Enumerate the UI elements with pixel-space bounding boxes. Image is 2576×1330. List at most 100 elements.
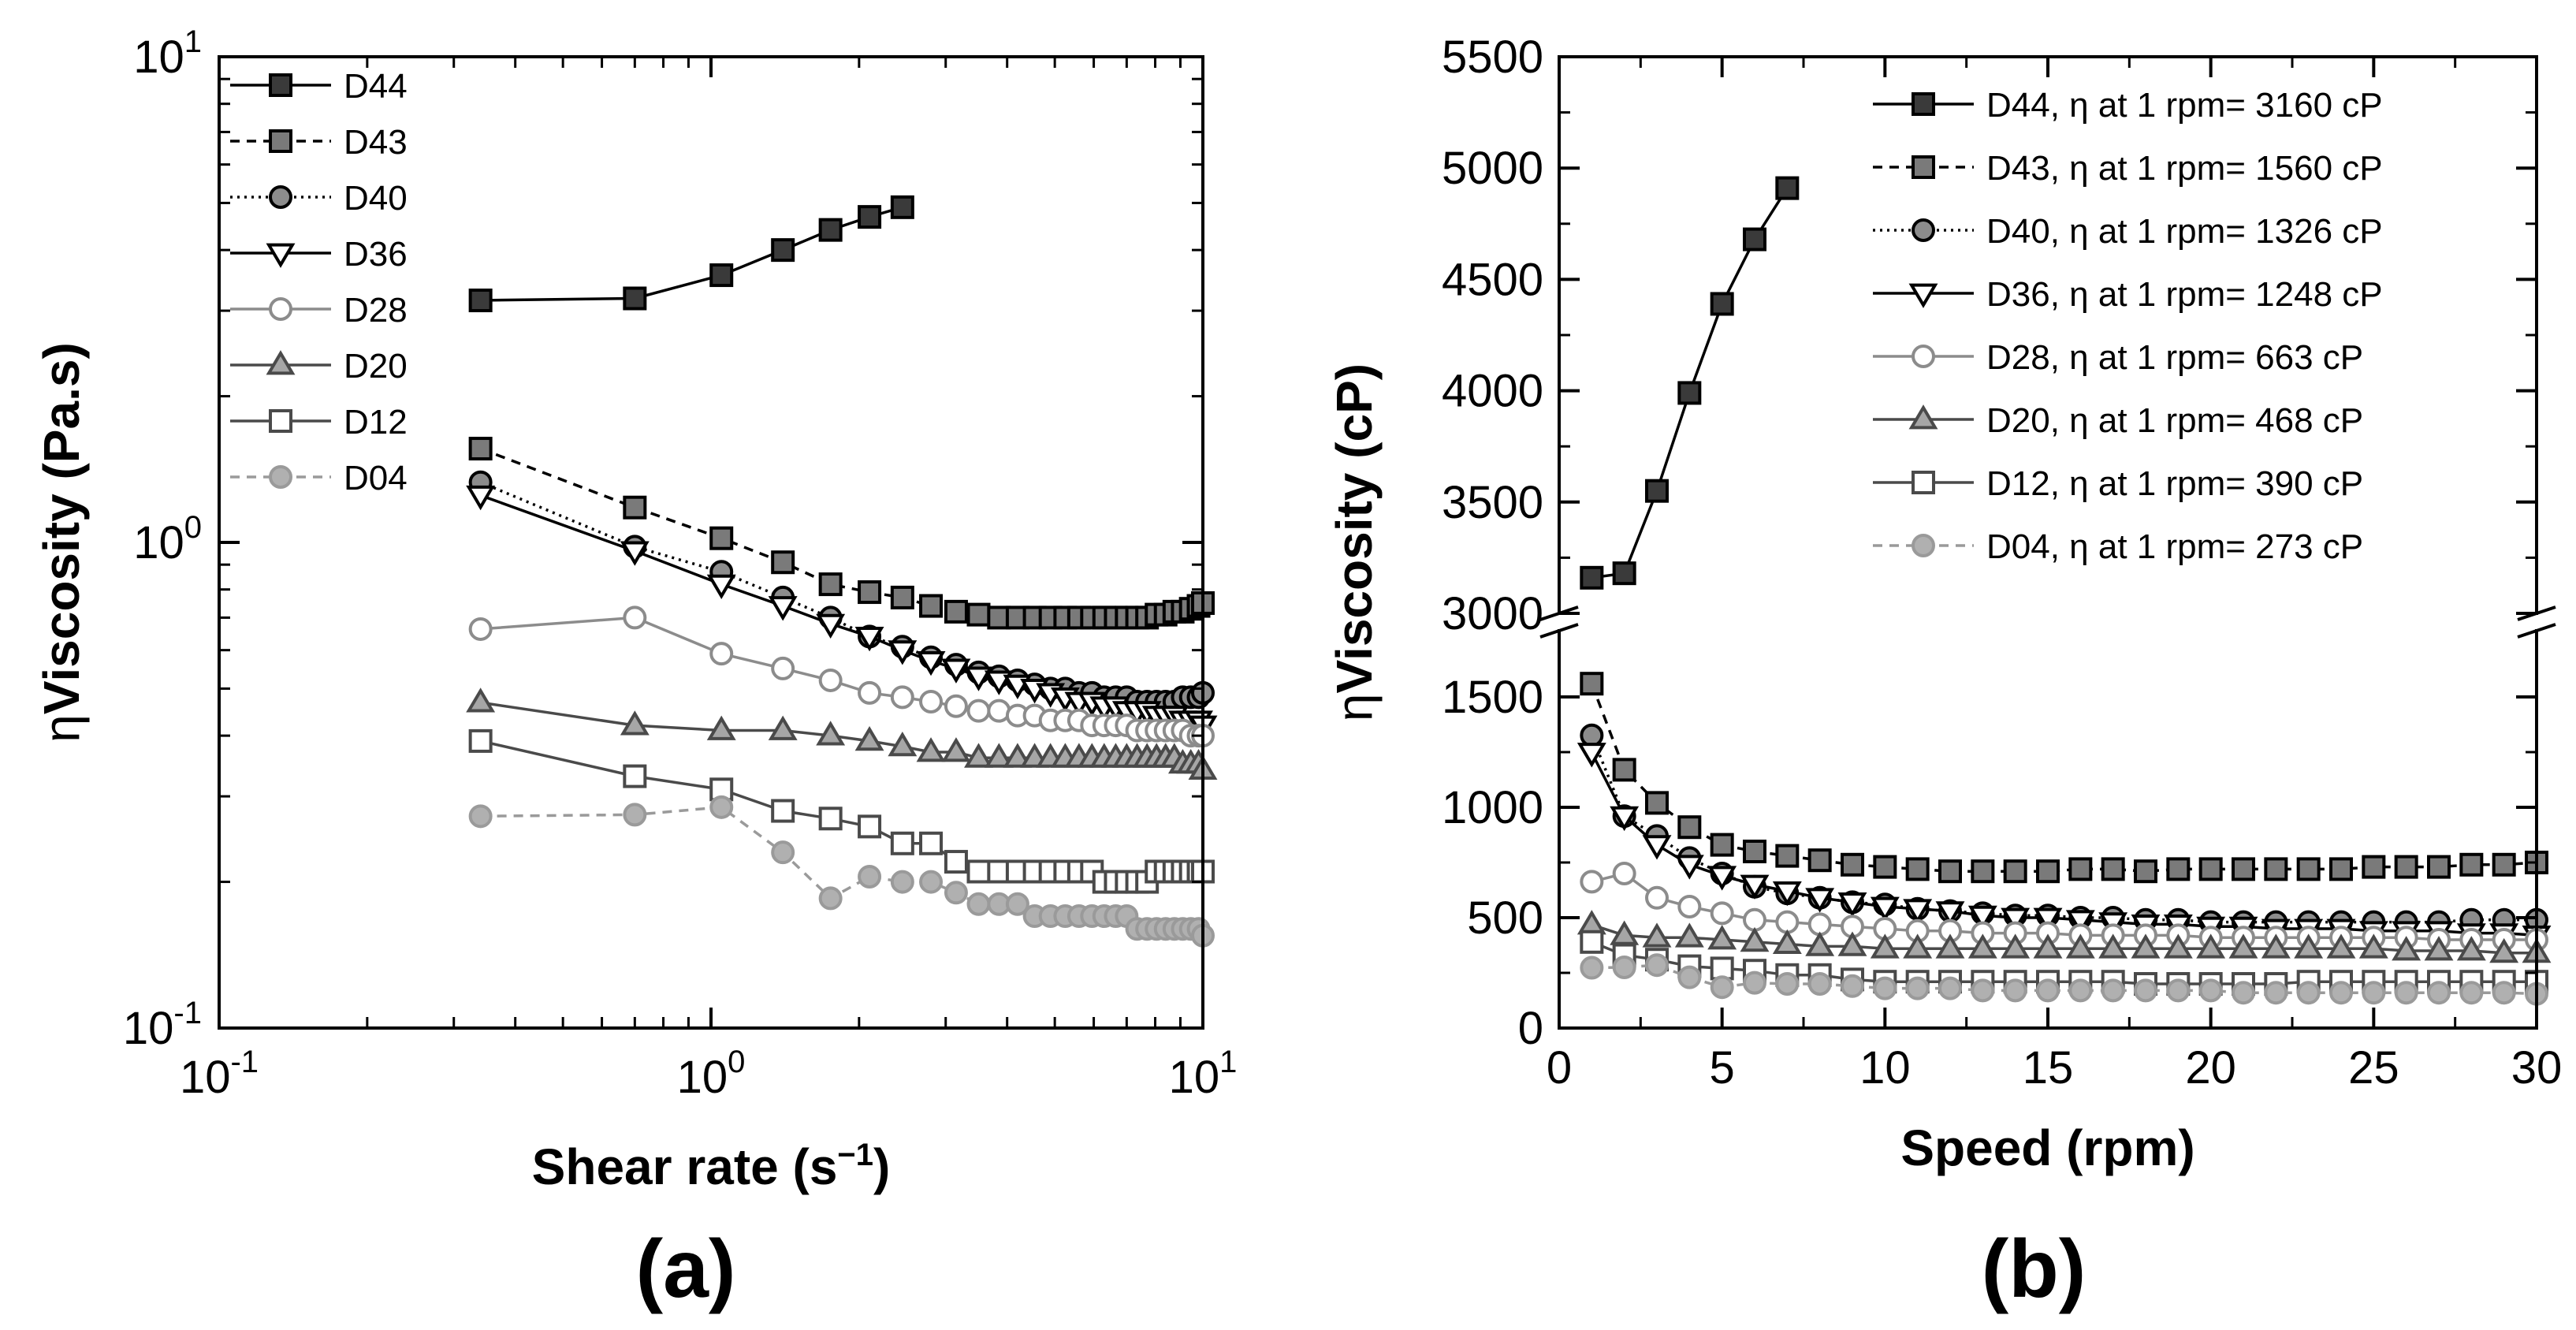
panel-b-point-d04 [2427, 981, 2451, 1005]
panel-b-point-d28 [1775, 910, 1800, 934]
panel-a-legend-entry-d20: D20 [230, 347, 408, 386]
panel-b-point-d04 [2232, 981, 2255, 1005]
panel-a-point-d28 [890, 685, 914, 710]
panel-b-point-d04 [1905, 976, 1930, 1000]
panel-b-point-d20 [2001, 933, 2031, 959]
panel-b-y-tick-label: 4000 [1442, 366, 1543, 417]
panel-b-legend-entry-d36: D36, η at 1 rpm= 1248 cP [1873, 275, 2383, 314]
panel-a-point-d36 [816, 613, 846, 639]
panel-a-point-d28 [944, 694, 968, 718]
panel-a-y-tick-label: 100 [133, 510, 202, 568]
panel-a-point-d43 [468, 437, 493, 461]
panel-b-legend-label: D43, η at 1 rpm= 1560 cP [1986, 149, 2383, 188]
panel-b-point-d43 [1612, 758, 1636, 782]
panel-b-point-d04 [1807, 972, 1832, 996]
panel-b-point-d04 [1841, 974, 1864, 998]
panel-b-point-d20 [2131, 933, 2161, 959]
legend-marker-sample [269, 465, 292, 489]
panel-b-point-d40 [1580, 723, 1604, 747]
panel-b-point-d04 [2003, 978, 2027, 1003]
panel-a-point-d04 [1005, 892, 1029, 916]
panel-a-point-d12 [623, 764, 647, 788]
panel-b-point-d20 [2196, 933, 2226, 959]
panel-a-series-d36 [466, 485, 1218, 740]
panel-b-point-d20 [2358, 933, 2388, 959]
panel-b-point-d20 [2489, 937, 2519, 963]
panel-a-point-d36 [768, 596, 798, 621]
panel-a-point-d43 [919, 594, 944, 618]
panel-b-point-d04 [1971, 978, 1995, 1003]
panel-b-point-d20 [1707, 925, 1737, 950]
panel-b-point-d43 [2329, 857, 2353, 881]
panel-a-point-d04 [771, 840, 795, 865]
panel-b-point-d04 [1938, 976, 1962, 1000]
panel-a-point-d28 [468, 617, 493, 641]
panel-b-point-d20 [1576, 910, 1606, 935]
panel-a-point-d36 [620, 541, 650, 566]
panel-b-point-d04 [1710, 975, 1734, 1000]
panel-b-point-d43 [2296, 857, 2321, 881]
panel-b-x-tick-label: 5 [1710, 1042, 1735, 1093]
panel-b-legend-entry-d40: D40, η at 1 rpm= 1326 cP [1873, 212, 2383, 251]
panel-a-point-d36 [854, 626, 884, 652]
panel-b-point-d04 [2296, 981, 2321, 1005]
panel-a-point-d43 [771, 550, 795, 575]
panel-a-point-d04 [919, 870, 944, 894]
panel-a-point-d04 [944, 881, 968, 905]
panel-a-y-tick-label: 10-1 [123, 996, 202, 1054]
panel-a-series-d43 [468, 437, 1215, 630]
panel-a-legend-entry-d36: D36 [230, 235, 408, 274]
panel-b-point-d20 [2228, 933, 2258, 959]
panel-b-point-d36 [1740, 874, 1770, 900]
panel-a-point-d43 [890, 585, 914, 609]
panel-b-point-d04 [1775, 972, 1800, 996]
panel-b-point-d20 [1903, 933, 1933, 959]
panel-b-point-d20 [1642, 922, 1672, 948]
panel-a-point-d36 [706, 574, 736, 599]
panel-b-y-tick-label: 500 [1467, 892, 1543, 944]
panel-b-point-d04 [1580, 956, 1604, 980]
panel-a-point-d20 [984, 743, 1014, 768]
panel-a-point-d44 [468, 289, 493, 313]
panel-b-x-tick-label: 20 [2185, 1042, 2236, 1093]
panel-b-point-d36 [1903, 899, 1933, 924]
panel-a-legend-entry-d12: D12 [230, 403, 408, 441]
panel-b-ticks: 0 5 10 15 20 25 30 0 500 1000 1500 3000 3500 4000 4500… [1442, 32, 2562, 1093]
axis-break-mark [2517, 623, 2556, 639]
panel-b-point-d20 [1674, 922, 1704, 948]
panel-a-point-d43 [623, 495, 647, 520]
panel-a-point-d20 [916, 737, 946, 762]
panel-b-legend-label: D20, η at 1 rpm= 468 cP [1986, 401, 2363, 440]
panel-b-point-d36 [1707, 866, 1737, 891]
panel-a-legend-label: D44 [344, 67, 408, 106]
panel-b-point-d12 [1580, 930, 1604, 954]
panel-b-legend-label: D40, η at 1 rpm= 1326 cP [1986, 212, 2383, 251]
panel-b-point-d28 [1743, 907, 1766, 932]
panel-b-point-d28 [1612, 862, 1636, 885]
panel-b-y-tick-label: 1000 [1442, 782, 1543, 833]
panel-a-point-d43 [966, 602, 991, 627]
legend-marker-sample [266, 243, 296, 268]
panel-b-point-d04 [2101, 978, 2125, 1003]
panel-a-point-d28 [966, 699, 991, 723]
legend-marker-sample [266, 350, 296, 375]
legend-marker-sample [1908, 283, 1938, 308]
panel-b-y-tick-label: 5000 [1442, 143, 1543, 194]
panel-b-point-d20 [2163, 933, 2193, 959]
legend-marker-sample [269, 185, 292, 209]
panel-b-point-d44 [1775, 176, 1800, 200]
panel-a-point-d20 [768, 715, 798, 740]
panel-b-point-d28 [1580, 870, 1604, 894]
panel-b-legend-label: D44, η at 1 rpm= 3160 cP [1986, 86, 2383, 125]
panel-b-point-d44 [1580, 565, 1604, 590]
panel-a-legend-label: D04 [344, 459, 408, 497]
panel-a-legend-label: D43 [344, 123, 408, 162]
panel-a-point-d43 [709, 526, 734, 550]
panel-b-legend-entry-d20: D20, η at 1 rpm= 468 cP [1873, 401, 2363, 440]
panel-a-point-d36 [466, 485, 496, 511]
panel-a-series-d44 [468, 195, 914, 313]
panel-a-point-d44 [890, 195, 914, 219]
panel-b-point-d43 [1938, 859, 1962, 884]
panel-b-point-d43 [1807, 848, 1832, 873]
